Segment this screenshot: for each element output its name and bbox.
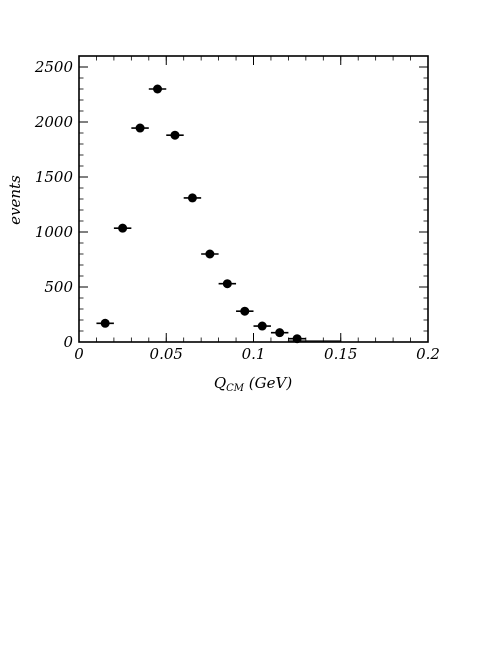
data-point [240,306,250,316]
data-point [100,318,110,328]
plot-frame [78,55,429,343]
data-point [292,334,302,344]
y-tick-label: 0 [63,333,73,351]
data-point [135,123,145,133]
data-point [170,130,180,140]
x-axis-label-subscript: CM [226,383,245,394]
x-axis-label-unit: (GeV) [244,374,292,392]
background-box [287,340,342,343]
y-tick-label: 2000 [34,113,74,131]
x-tick-label: 0.1 [242,345,266,363]
x-tick-label: 0.15 [324,345,357,363]
x-axis-label-main: Q [214,374,226,392]
y-tick-label: 1000 [35,223,74,241]
data-point [187,193,197,203]
y-tick-label: 2500 [34,58,74,76]
y-tick-label: 1500 [35,168,74,186]
y-tick-label: 500 [44,278,73,296]
x-tick-label: 0 [74,345,84,363]
data-point [222,279,232,289]
x-axis-label: QCM (GeV) [214,374,293,394]
x-tick-label: 0.2 [416,345,440,363]
data-point [118,223,128,233]
data-point [275,328,285,338]
data-point [153,84,163,94]
x-tick-label: 0.05 [150,345,183,363]
data-point [205,249,215,259]
y-axis-label: events [6,175,24,225]
plot-area: 0 0.05 0.1 0.15 0.2 0 500 1000 1500 2000 2500 [34,55,440,363]
data-point [257,321,267,331]
